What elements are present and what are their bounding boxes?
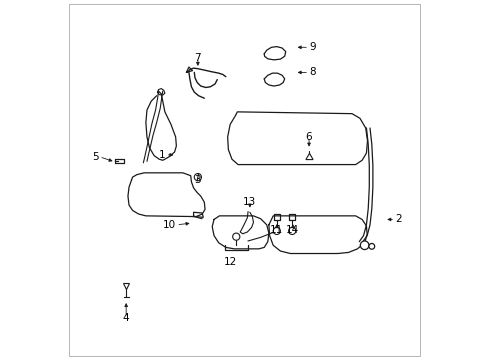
Text: 14: 14 (285, 225, 299, 235)
Polygon shape (227, 112, 367, 165)
Text: 9: 9 (308, 42, 315, 52)
Text: 12: 12 (223, 257, 236, 267)
Circle shape (194, 174, 201, 181)
Circle shape (368, 243, 374, 249)
Circle shape (360, 241, 368, 249)
Polygon shape (224, 244, 247, 250)
Text: 3: 3 (194, 175, 201, 185)
Text: 8: 8 (308, 67, 315, 77)
Circle shape (232, 233, 239, 240)
Polygon shape (264, 73, 284, 86)
Text: 1: 1 (159, 150, 165, 160)
Text: 11: 11 (269, 225, 283, 235)
Text: 13: 13 (243, 197, 256, 207)
Polygon shape (289, 214, 295, 220)
Polygon shape (268, 216, 366, 253)
Text: 7: 7 (194, 53, 201, 63)
Text: 5: 5 (92, 152, 99, 162)
Polygon shape (273, 214, 279, 220)
Text: 10: 10 (163, 220, 176, 230)
Text: 2: 2 (394, 215, 401, 224)
Circle shape (288, 227, 295, 234)
Polygon shape (158, 89, 164, 95)
Text: 6: 6 (305, 132, 312, 142)
Polygon shape (193, 212, 203, 217)
Circle shape (273, 227, 280, 234)
Polygon shape (115, 159, 124, 163)
Text: 4: 4 (122, 313, 129, 323)
Polygon shape (212, 216, 268, 249)
Polygon shape (264, 46, 285, 60)
Polygon shape (128, 173, 204, 217)
